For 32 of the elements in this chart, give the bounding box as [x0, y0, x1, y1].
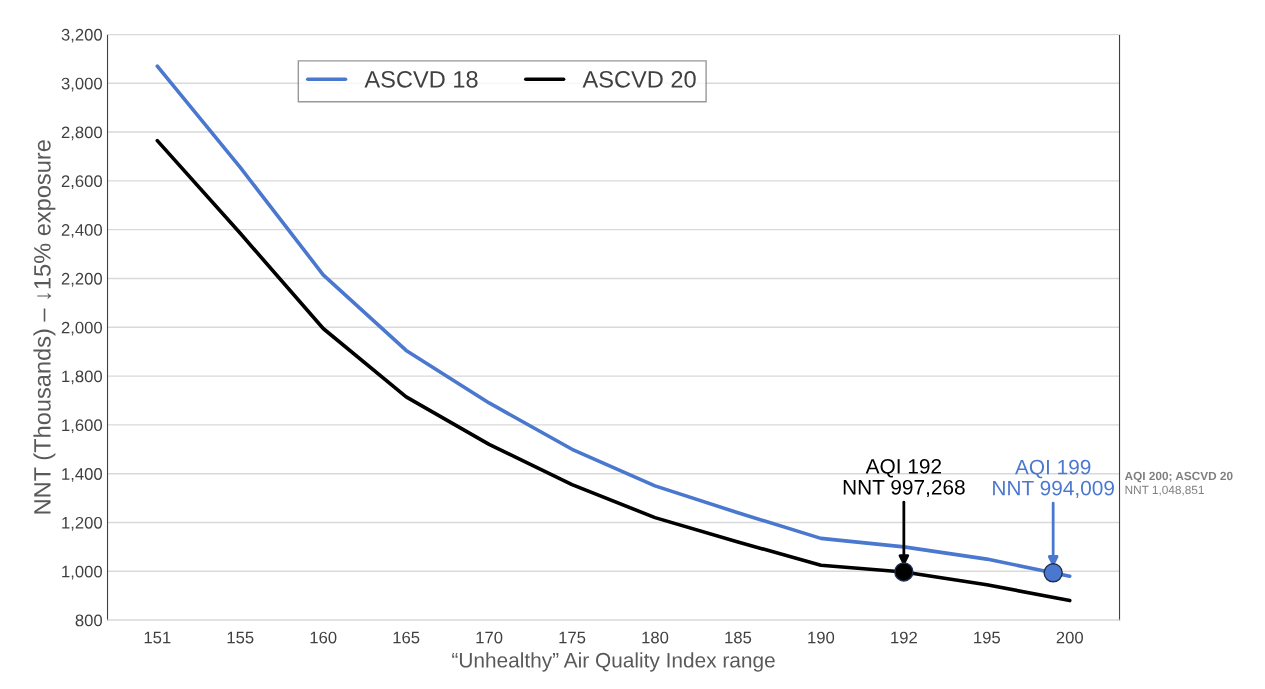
y-tick-label: 2,200	[61, 272, 103, 287]
x-tick-label: 200	[1056, 631, 1084, 644]
annotation: AQI 192 NNT 997,268	[843, 458, 965, 498]
y-tick-label: 2,800	[61, 126, 103, 141]
y-tick-label: 1,800	[62, 370, 103, 385]
text: AQI 200; ASCVD 20 NNT 1,048,851	[1124, 471, 1233, 496]
x-tick-label: 151	[144, 631, 171, 644]
y-tick-label: 2,600	[61, 175, 103, 190]
annotation: AQI 199 NNT 994,009	[993, 459, 1114, 498]
x-tick-label: 190	[808, 631, 835, 644]
x-tick-label: 185	[725, 631, 752, 644]
x-tick-label: 160	[310, 631, 337, 644]
y-tick-label: 2,400	[61, 224, 103, 238]
y-tick-label: 1,600	[62, 419, 103, 434]
y-tick-label: 800	[75, 614, 103, 627]
x-tick-label: 195	[974, 631, 1001, 644]
y-axis-title: NNT (Thousands) – ↓15% exposure	[33, 140, 56, 514]
y-tick-label: 3,200	[61, 28, 103, 43]
y-tick-label: 1,000	[62, 565, 103, 580]
y-tick-label: 2,000	[61, 321, 103, 336]
x-axis-title: “Unhealthy” Air Quality Index range	[452, 652, 775, 672]
x-tick-label: 192	[891, 631, 917, 644]
x-tick-label: 155	[227, 631, 254, 644]
x-tick-label: 180	[642, 631, 669, 644]
x-tick-label: 170	[476, 631, 503, 644]
legend-label: ASCVD 20	[582, 70, 696, 88]
x-tick-label: 165	[393, 631, 420, 644]
y-tick-label: 1,400	[62, 468, 103, 482]
legend-label: ASCVD 18	[364, 70, 478, 88]
y-tick-label: 3,000	[61, 77, 103, 92]
y-tick-label: 1,200	[62, 516, 103, 531]
x-tick-label: 175	[559, 631, 586, 644]
